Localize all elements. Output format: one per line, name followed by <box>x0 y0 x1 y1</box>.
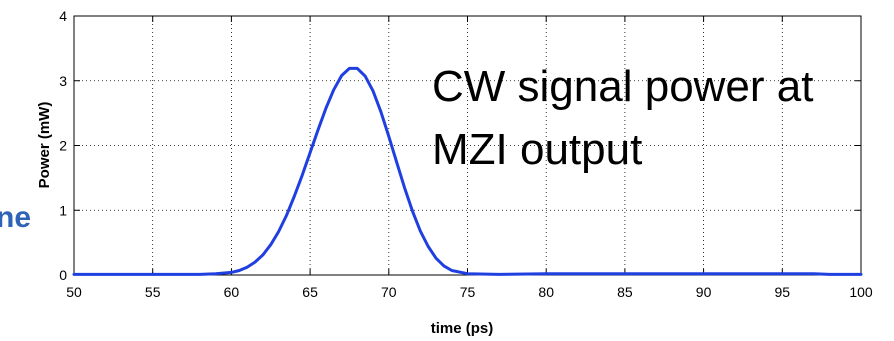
x-tick-label: 65 <box>302 284 318 300</box>
y-axis-label: Power (mW) <box>36 102 53 189</box>
x-tick-label: 60 <box>224 284 240 300</box>
y-tick-label: 4 <box>59 8 67 24</box>
y-tick-label: 3 <box>59 73 67 89</box>
x-tick-label: 55 <box>145 284 161 300</box>
x-tick-labels: 50 55 60 65 70 75 80 85 90 95 100 <box>66 284 873 300</box>
x-axis-label: time (ps) <box>431 320 494 337</box>
series-layer <box>72 66 863 276</box>
x-tick-label: 90 <box>696 284 712 300</box>
y-tick-labels: 0 1 2 3 4 <box>59 8 67 283</box>
x-tick-label: 75 <box>460 284 476 300</box>
x-tick-label: 50 <box>66 284 82 300</box>
x-tick-label: 80 <box>538 284 554 300</box>
series-line <box>72 66 863 276</box>
y-tick-label: 2 <box>59 138 67 154</box>
y-tick-label: 0 <box>59 267 67 283</box>
annotation-text: CW signal power at MZI output <box>432 62 826 174</box>
annotation-line-2: MZI output <box>432 125 642 174</box>
x-tick-label: 85 <box>617 284 633 300</box>
annotation-line-1: CW signal power at <box>432 62 813 111</box>
x-tick-label: 70 <box>381 284 397 300</box>
cropped-edge-text: ne <box>0 201 31 234</box>
y-tick-label: 1 <box>59 202 67 218</box>
x-tick-label: 100 <box>849 284 873 300</box>
plot-area-frame <box>73 15 862 276</box>
x-tick-label: 95 <box>775 284 791 300</box>
